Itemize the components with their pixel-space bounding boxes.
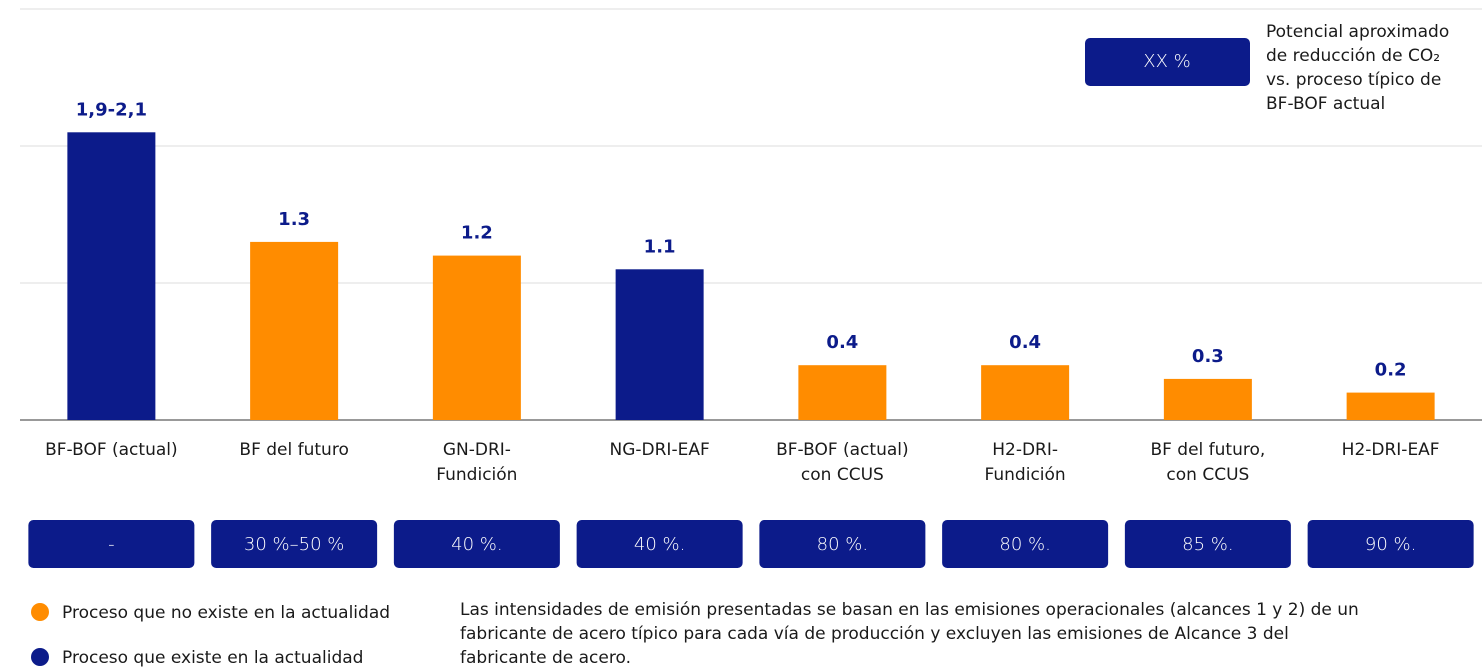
bar [981,365,1070,420]
reduction-label: 40 %. [451,534,502,555]
value-label: 0.4 [1009,332,1041,353]
x-tick-label: H2-DRI-EAF [1342,440,1440,460]
reduction-box [1124,520,1291,568]
bar [432,255,521,420]
reduction-label: 80 %. [817,534,868,555]
x-tick-label: BF-BOF (actual) [776,440,909,460]
bar [250,241,339,420]
key-box [1085,38,1250,86]
bar [798,365,887,420]
note: fabricante de acero. [460,648,631,668]
x-tick-label: NG-DRI-EAF [610,440,710,460]
reduction-label: 40 %. [634,534,685,555]
value-label: 0.2 [1375,360,1407,381]
x-tick-label: BF del futuro [239,440,348,460]
legend-marker [31,603,49,621]
bar [615,269,704,420]
value-label: 1,9-2,1 [76,99,147,120]
key-text: Potencial aproximado [1266,22,1449,42]
x-tick-label: Fundición [436,465,517,485]
reduction-box [1307,520,1474,568]
key-text: de reducción de CO₂ [1266,46,1440,66]
value-label: 1.2 [461,223,493,244]
reduction-box [28,520,195,568]
x-tick-label: BF del futuro, [1150,440,1265,460]
note: Las intensidades de emisión presentadas … [460,600,1359,620]
value-label: 0.4 [826,332,858,353]
reduction-label: 90 %. [1365,534,1416,555]
x-tick-label: BF-BOF (actual) [45,440,178,460]
x-tick-label: con CCUS [801,465,884,485]
legend-marker [31,648,49,666]
key-box-label: XX % [1143,51,1191,72]
x-tick-label: H2-DRI- [992,440,1058,460]
legend-label: Proceso que existe en la actualidad [62,648,363,668]
x-tick-label: con CCUS [1166,465,1249,485]
value-label: 0.3 [1192,346,1224,367]
reduction-box [576,520,743,568]
bar [67,132,156,421]
x-tick-label: GN-DRI- [443,440,511,460]
reduction-box [942,520,1109,568]
value-label: 1.3 [278,209,310,230]
reduction-label: - [108,534,115,555]
reduction-label: 85 %. [1182,534,1233,555]
key-text: BF-BOF actual [1266,94,1385,114]
reduction-box [393,520,560,568]
legend-label: Proceso que no existe en la actualidad [62,603,390,623]
key-text: vs. proceso típico de [1266,70,1441,90]
bar [1163,378,1252,420]
reduction-box [211,520,378,568]
bar [1346,392,1435,420]
reduction-label: 30 %–50 % [244,534,344,555]
note: fabricante de acero típico para cada vía… [460,624,1289,644]
x-tick-label: Fundición [985,465,1066,485]
reduction-label: 80 %. [999,534,1050,555]
reduction-box [759,520,926,568]
value-label: 1.1 [644,236,676,257]
